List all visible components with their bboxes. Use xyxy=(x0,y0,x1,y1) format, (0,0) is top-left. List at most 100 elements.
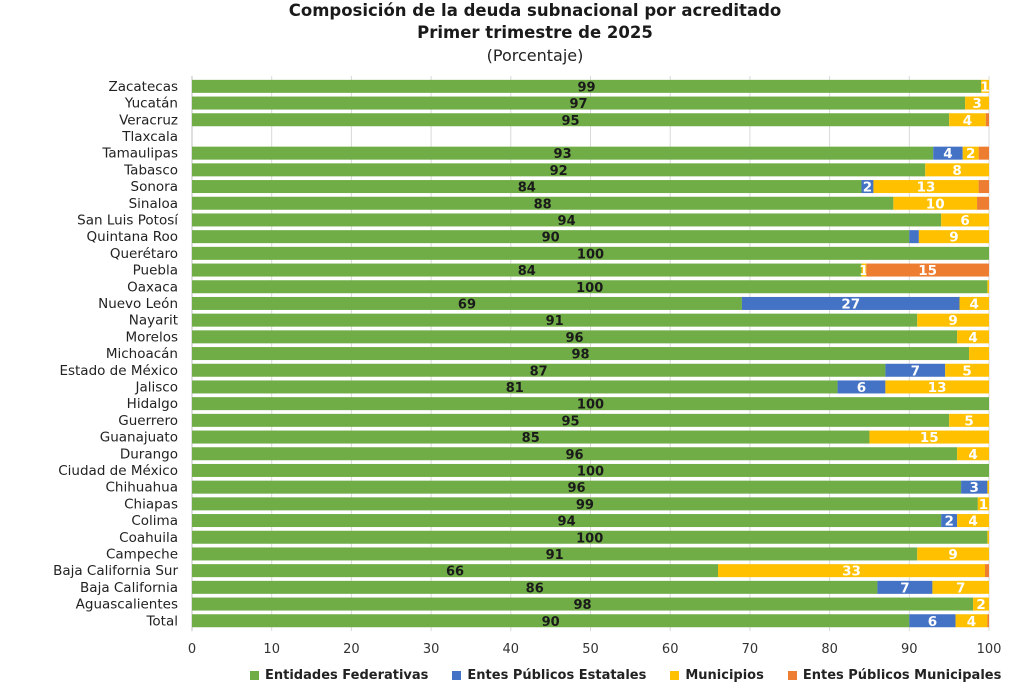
data-label: 4 xyxy=(968,514,977,530)
legend-label: Entidades Federativas xyxy=(265,668,429,683)
bar-segment xyxy=(917,547,989,561)
category-label: Tabasco xyxy=(123,162,178,178)
x-tick-label: 50 xyxy=(582,642,599,657)
bar-segment xyxy=(192,497,978,511)
data-label: 81 xyxy=(506,381,524,396)
bar-segment xyxy=(192,530,988,544)
bar-segment xyxy=(741,296,960,310)
data-label: 2 xyxy=(966,146,975,162)
bar-segment xyxy=(192,597,974,611)
data-label: 6 xyxy=(857,380,866,396)
legend-swatch xyxy=(452,671,462,680)
data-label: 85 xyxy=(522,431,540,446)
data-label: 87 xyxy=(530,364,548,379)
data-label: 84 xyxy=(518,181,536,196)
bar-segment xyxy=(192,146,934,160)
category-label: Coahuila xyxy=(119,530,178,546)
data-label: 96 xyxy=(566,331,584,346)
category-label: Baja California xyxy=(80,580,178,596)
data-label: 10 xyxy=(926,196,945,212)
data-label: 15 xyxy=(920,430,939,446)
bar-segment xyxy=(959,296,989,310)
data-label: 15 xyxy=(918,263,937,279)
data-label: 98 xyxy=(573,598,591,613)
category-label: Hidalgo xyxy=(127,396,178,412)
data-label: 90 xyxy=(542,615,560,630)
data-label: 91 xyxy=(546,548,564,563)
category-label: Guanajuato xyxy=(100,430,178,446)
chart-unit-label: (Porcentaje) xyxy=(486,46,584,65)
bar-segment xyxy=(192,280,988,294)
data-label: 100 xyxy=(577,247,604,262)
bar-segment xyxy=(925,163,989,177)
x-tick-label: 40 xyxy=(503,642,520,657)
data-label: 91 xyxy=(546,314,564,329)
legend-swatch xyxy=(787,671,797,680)
bar-segment xyxy=(965,96,989,110)
bar-segment xyxy=(192,196,894,210)
category-label: Sonora xyxy=(131,179,178,195)
bar-segment xyxy=(985,113,989,127)
data-label: 95 xyxy=(562,414,580,429)
x-tick-label: 80 xyxy=(821,642,838,657)
bar-segment xyxy=(987,480,989,494)
data-label: 97 xyxy=(569,97,587,112)
x-tick-label: 10 xyxy=(263,642,280,657)
data-label: 33 xyxy=(842,564,861,580)
bar-segment xyxy=(192,347,970,361)
bar-segment xyxy=(977,196,989,210)
data-label: 4 xyxy=(967,614,976,630)
data-label: 88 xyxy=(534,197,552,212)
x-tick-label: 100 xyxy=(977,642,1002,657)
bar-segment xyxy=(192,113,950,127)
bar-segment xyxy=(192,363,886,377)
bar-segment xyxy=(192,430,870,444)
chart-title: Composición de la deuda subnacional por … xyxy=(288,1,782,20)
data-label: 84 xyxy=(518,264,536,279)
data-label: 2 xyxy=(976,597,985,613)
bar-segment xyxy=(987,530,989,544)
data-label: 100 xyxy=(576,531,603,546)
data-label: 4 xyxy=(963,113,972,129)
bar-segment xyxy=(192,463,989,477)
bar-segment xyxy=(873,180,979,194)
legend-item: Entes Públicos Municipales xyxy=(787,668,1001,683)
data-label: 99 xyxy=(577,80,595,95)
bar-segment xyxy=(962,146,979,160)
bar-segment xyxy=(985,564,989,578)
bar-segment xyxy=(909,614,956,628)
bar-segment xyxy=(949,113,986,127)
bar-segment xyxy=(192,447,958,461)
data-label: 7 xyxy=(911,363,920,379)
category-label: Sinaloa xyxy=(129,196,178,212)
data-label: 9 xyxy=(948,313,957,329)
data-label: 99 xyxy=(576,498,594,513)
bar-segment xyxy=(192,580,878,594)
category-label: Nayarit xyxy=(129,313,178,329)
data-label: 96 xyxy=(568,481,586,496)
data-label: 4 xyxy=(968,330,977,346)
category-label: Estado de México xyxy=(59,363,178,379)
bar-segment xyxy=(192,380,838,394)
data-label: 8 xyxy=(952,163,961,179)
bar-segment xyxy=(192,564,719,578)
category-label: Nuevo León xyxy=(98,296,178,312)
data-label: 4 xyxy=(943,146,952,162)
bar-segment xyxy=(987,280,989,294)
bar-segment xyxy=(192,163,926,177)
bar-segment xyxy=(192,180,862,194)
bar-segment xyxy=(941,213,989,227)
legend-label: Municipios xyxy=(685,668,764,683)
category-label: Baja California Sur xyxy=(53,563,178,579)
data-label: 2 xyxy=(944,514,953,530)
legend-swatch xyxy=(250,671,259,680)
bar-segment xyxy=(192,330,958,344)
data-label: 100 xyxy=(577,398,604,413)
data-label: 100 xyxy=(576,281,603,296)
category-label: Yucatán xyxy=(124,96,178,112)
bar-segment xyxy=(192,413,950,427)
category-label: Morelos xyxy=(125,329,178,345)
bar-segment xyxy=(192,614,910,628)
x-tick-label: 90 xyxy=(901,642,918,657)
